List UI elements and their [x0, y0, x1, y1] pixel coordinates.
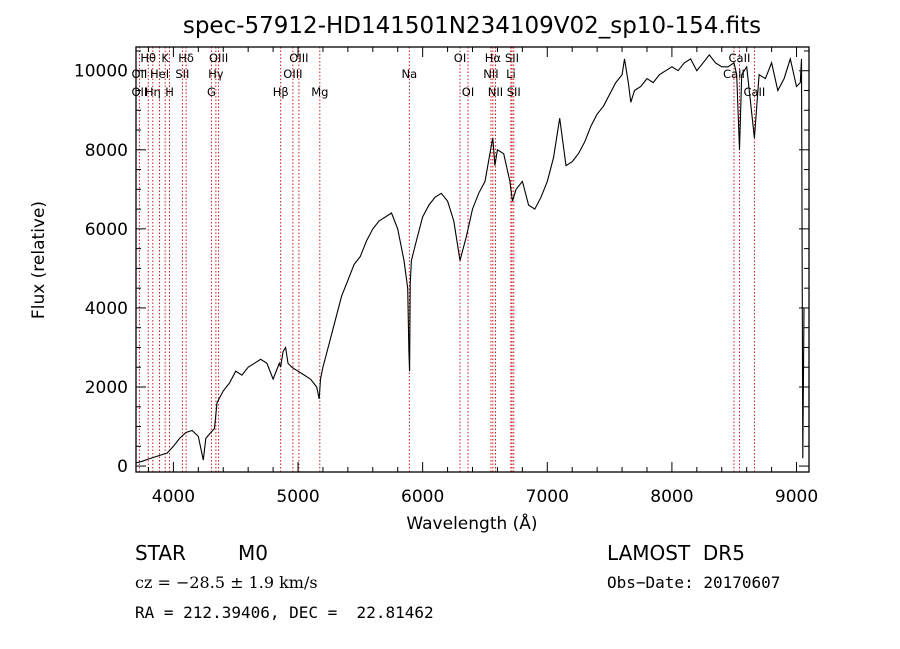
y-tick-label: 2000 [85, 378, 128, 398]
spectral-line-label: Li [506, 67, 516, 81]
spectral-line-label: Hδ [178, 51, 194, 65]
y-tick-label: 6000 [85, 220, 128, 240]
spectral-line-label: Hα [485, 51, 502, 65]
x-tick-label: 7000 [526, 487, 569, 507]
spectral-line-label: CaII [729, 51, 751, 65]
spectral-line-label: Mg [311, 85, 328, 99]
x-tick-label: 6000 [401, 487, 444, 507]
spectral-line-label: OI [454, 51, 466, 65]
y-tick-label: 8000 [85, 141, 128, 161]
survey-name: LAMOST DR5 [607, 541, 745, 565]
spectral-line-label: Hθ [140, 51, 156, 65]
observation-date: Obs−Date: 20170607 [607, 573, 781, 592]
chart-title: spec-57912-HD141501N234109V02_sp10-154.f… [183, 13, 761, 39]
x-tick-label: 8000 [650, 487, 693, 507]
y-tick-label: 4000 [85, 299, 128, 319]
spectral-line-label: SII [175, 67, 189, 81]
plot-frame [135, 46, 810, 473]
x-tick-label: 5000 [276, 487, 319, 507]
spectral-line-label: HeI [150, 67, 169, 81]
spectral-line-markers [138, 47, 755, 472]
spectral-line-label: NII [483, 67, 498, 81]
spectral-line-label: SII [507, 85, 521, 99]
spectral-line-label: Hη [145, 85, 161, 99]
coordinates: RA = 212.39406, DEC = 22.81462 [135, 603, 434, 622]
spectral-line-label: OIII [289, 51, 308, 65]
x-axis-ticks: 4000 5000 6000 7000 8000 9000 [147, 47, 818, 507]
spectral-line-label: H [165, 85, 174, 99]
x-tick-label: 9000 [775, 487, 818, 507]
spectral-line-label: Na [401, 67, 417, 81]
spectral-line-label: OII [131, 67, 147, 81]
object-subclass: M0 [238, 541, 268, 565]
x-axis-label: Wavelength (Å) [406, 512, 537, 534]
spectral-line-label: CaII [743, 85, 765, 99]
y-tick-label: 0 [117, 457, 128, 477]
spectral-line-label: NII [488, 85, 503, 99]
spectral-line-label: OIII [209, 51, 228, 65]
spectral-line-label: CaII [723, 67, 745, 81]
object-class: STAR [135, 541, 186, 565]
y-tick-label: 10000 [74, 62, 128, 82]
spectral-line-label: OIII [283, 67, 302, 81]
spectral-line-label: G [207, 85, 216, 99]
spectral-line-label: Hβ [273, 85, 289, 99]
x-tick-label: 4000 [152, 487, 195, 507]
spectral-line-label: K [161, 51, 169, 65]
spectral-line-label: OI [462, 85, 474, 99]
spectral-line-label: Hγ [208, 67, 224, 81]
redshift-velocity: cz = −28.5 ± 1.9 km/s [135, 573, 318, 592]
spectral-line-label: SII [505, 51, 519, 65]
y-axis-ticks: 0 2000 4000 6000 8000 10000 [74, 50, 809, 477]
y-axis-label: Flux (relative) [29, 201, 49, 319]
spectrum-series-line [135, 54, 805, 464]
